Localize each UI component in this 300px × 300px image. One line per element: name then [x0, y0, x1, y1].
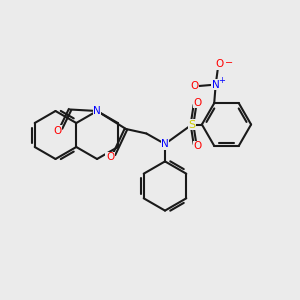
- Text: N: N: [212, 80, 220, 90]
- Text: N: N: [93, 106, 101, 116]
- Text: O: O: [215, 59, 224, 69]
- Text: O: O: [194, 141, 202, 152]
- Text: +: +: [218, 76, 224, 85]
- Text: O: O: [106, 152, 114, 163]
- Text: N: N: [161, 139, 169, 149]
- Text: O: O: [194, 98, 202, 108]
- Text: O: O: [53, 125, 62, 136]
- Text: O: O: [190, 81, 198, 91]
- Text: S: S: [188, 119, 196, 130]
- Text: −: −: [224, 58, 233, 68]
